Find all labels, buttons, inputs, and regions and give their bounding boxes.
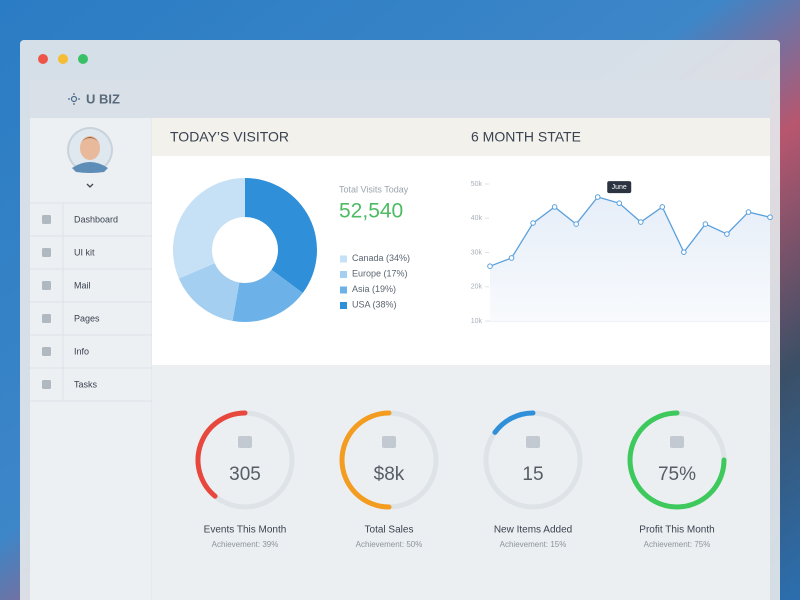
legend-value: (17%) bbox=[384, 269, 408, 279]
gauge-icon bbox=[238, 436, 252, 448]
minimize-button[interactable] bbox=[58, 54, 68, 64]
y-tick-label: 20k bbox=[471, 284, 483, 291]
logo-icon bbox=[68, 93, 80, 105]
stats-panel bbox=[152, 365, 770, 600]
menu-icon bbox=[42, 215, 51, 224]
legend-name: Europe bbox=[352, 269, 381, 279]
stat-label: Total Sales bbox=[365, 525, 414, 536]
stat-achievement: Achievement: 39% bbox=[212, 540, 279, 549]
menu-icon bbox=[42, 248, 51, 257]
menu-icon bbox=[42, 380, 51, 389]
point bbox=[573, 221, 579, 227]
total-value: 52,540 bbox=[339, 200, 403, 223]
point bbox=[724, 231, 730, 237]
pie-segment bbox=[178, 263, 240, 321]
stat-achievement: Achievement: 15% bbox=[500, 540, 567, 549]
menu-item[interactable]: Tasks bbox=[74, 379, 98, 389]
menu-item[interactable]: Dashboard bbox=[74, 214, 118, 224]
point bbox=[745, 209, 752, 215]
stat-label: Events This Month bbox=[204, 525, 287, 536]
y-tick-label: 10k bbox=[471, 318, 483, 325]
legend-name: Asia bbox=[352, 284, 370, 294]
close-button[interactable] bbox=[38, 54, 48, 64]
legend-swatch bbox=[340, 271, 347, 278]
menu-item[interactable]: Mail bbox=[74, 280, 91, 290]
total-label: Total Visits Today bbox=[339, 184, 409, 194]
legend-value: (19%) bbox=[372, 284, 396, 294]
legend-value: (38%) bbox=[373, 300, 397, 310]
point bbox=[767, 214, 773, 221]
visitor-title: TODAY’S VISITOR bbox=[170, 129, 289, 145]
legend-name: USA bbox=[352, 300, 371, 310]
point bbox=[659, 204, 666, 210]
point bbox=[487, 263, 493, 270]
point bbox=[530, 220, 536, 226]
y-tick-label: 30k bbox=[471, 249, 483, 256]
gauge-arc bbox=[195, 410, 248, 499]
legend-value: (34%) bbox=[386, 253, 410, 263]
gauge-arc bbox=[339, 410, 392, 510]
line bbox=[489, 196, 771, 267]
section-header bbox=[152, 118, 770, 156]
y-tick-label: 50k bbox=[471, 181, 483, 188]
pie-segment bbox=[232, 269, 303, 322]
gauge-icon bbox=[382, 436, 396, 448]
tooltip-label: June bbox=[612, 184, 627, 191]
menu-item[interactable]: UI kit bbox=[74, 247, 95, 257]
state-title: 6 MONTH STATE bbox=[471, 129, 581, 145]
stat-label: Profit This Month bbox=[639, 525, 714, 536]
point bbox=[702, 221, 709, 227]
legend-entry: USA (38%) bbox=[352, 300, 397, 310]
stat-achievement: Achievement: 50% bbox=[356, 540, 423, 549]
legend-swatch bbox=[340, 255, 347, 263]
avatar-dropdown[interactable] bbox=[86, 183, 94, 188]
legend-entry: Canada (34%) bbox=[352, 253, 410, 263]
menu-icon bbox=[42, 314, 51, 323]
legend-swatch bbox=[340, 302, 347, 309]
top-bar bbox=[30, 80, 770, 118]
point bbox=[637, 219, 644, 225]
gauge-arc bbox=[627, 410, 727, 510]
gauge-value: 305 bbox=[229, 464, 261, 485]
point bbox=[681, 249, 687, 255]
gauge-arc bbox=[492, 410, 536, 435]
gauge-value: $8k bbox=[374, 464, 405, 485]
legend-swatch bbox=[340, 286, 347, 294]
brand: U BIZ bbox=[86, 91, 120, 106]
pie-segment bbox=[173, 178, 245, 279]
gauge-value: 15 bbox=[522, 464, 543, 485]
pie-segment bbox=[245, 178, 317, 293]
maximize-button[interactable] bbox=[78, 54, 88, 64]
menu-item[interactable]: Info bbox=[74, 346, 89, 356]
legend-entry: Europe (17%) bbox=[352, 269, 408, 279]
sidebar bbox=[30, 118, 152, 600]
menu-icon bbox=[42, 347, 51, 356]
legend-name: Canada bbox=[352, 253, 384, 263]
y-tick-label: 40k bbox=[471, 215, 483, 222]
menu-icon bbox=[42, 281, 51, 290]
point bbox=[616, 200, 623, 206]
gauge-icon bbox=[526, 436, 540, 448]
point bbox=[594, 194, 601, 200]
avatar[interactable] bbox=[67, 127, 113, 173]
area bbox=[490, 197, 770, 321]
stat-achievement: Achievement: 75% bbox=[644, 540, 711, 549]
point bbox=[508, 255, 515, 261]
point bbox=[551, 204, 558, 210]
menu-item[interactable]: Pages bbox=[74, 313, 100, 323]
gauge-value: 75% bbox=[658, 464, 696, 485]
gauge-icon bbox=[670, 436, 684, 448]
stat-label: New Items Added bbox=[494, 525, 572, 536]
tooltip bbox=[607, 181, 632, 194]
legend-entry: Asia (19%) bbox=[352, 284, 396, 294]
